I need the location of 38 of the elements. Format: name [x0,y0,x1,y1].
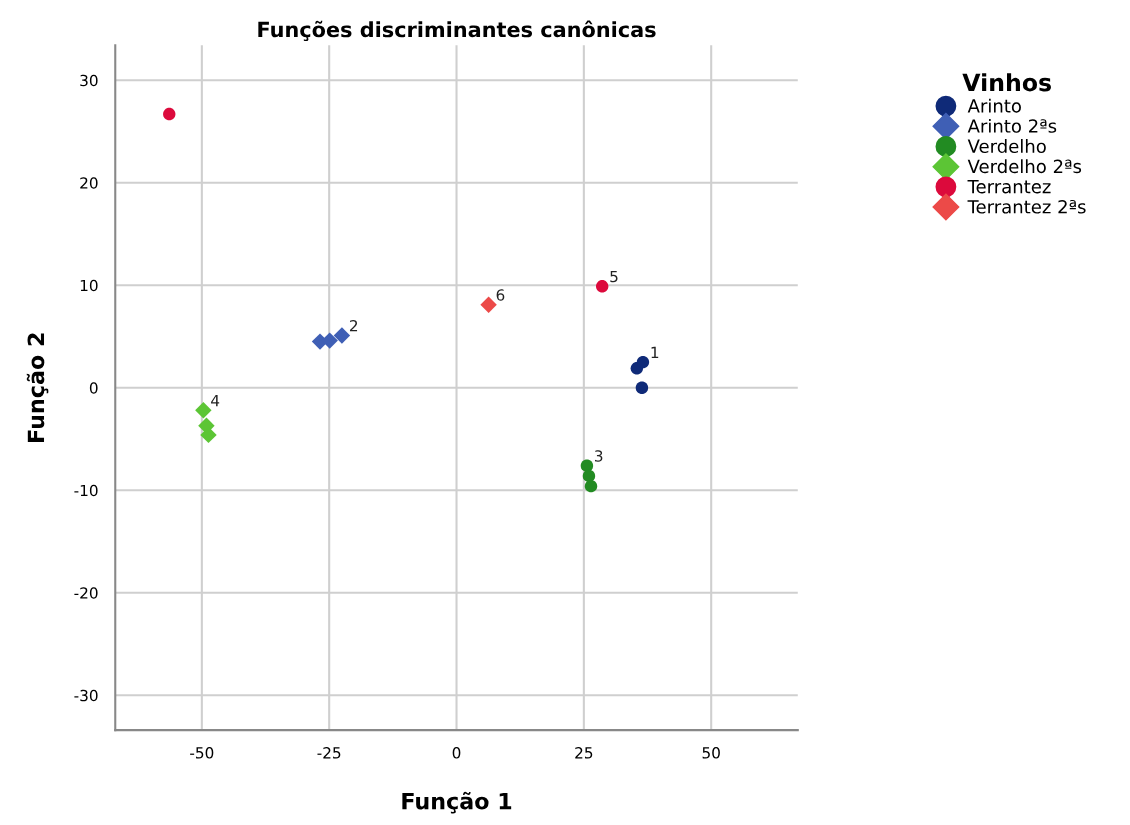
y-axis-title: Função 2 [26,333,49,442]
chart-title: Funções discriminantes canônicas [258,20,656,42]
point [333,327,351,344]
point [580,459,594,472]
x-tick-label: 25 [575,747,593,759]
legend-label: Terrantez [967,179,1051,194]
point [480,296,497,313]
annotation: 2 [349,319,358,332]
legend-label: Verdelho 2ªs [967,159,1082,174]
annotation: 4 [211,395,220,407]
point [635,381,649,394]
y-tick-label: -20 [74,587,98,599]
legend-title: Vinhos [962,73,1051,92]
point [582,469,596,483]
annotation: 1 [651,346,659,358]
y-tick-label: 0 [89,382,98,394]
legend-label: Terrantez 2ªs [967,199,1086,214]
point [584,479,598,493]
y-tick-label: -30 [74,689,98,702]
legend-label: Arinto [967,98,1021,113]
x-tick-label: -50 [190,747,214,759]
annotation: 5 [610,270,618,283]
x-tick-label: 50 [702,747,720,759]
x-tick-label: -25 [317,747,341,759]
point [195,402,212,419]
y-tick-label: -10 [74,484,98,497]
y-tick-label: 30 [80,74,98,87]
point [595,280,609,293]
x-tick-label: 0 [452,747,461,759]
legend-label: Arinto 2ªs [967,118,1057,133]
y-tick-label: 10 [80,279,98,292]
annotation: 3 [595,450,603,462]
y-tick-label: 20 [80,177,98,189]
legend-label: Verdelho [967,139,1046,154]
annotation: 6 [496,289,505,301]
point [163,107,176,121]
x-axis-title: Função 1 [402,791,512,814]
point [636,355,650,369]
